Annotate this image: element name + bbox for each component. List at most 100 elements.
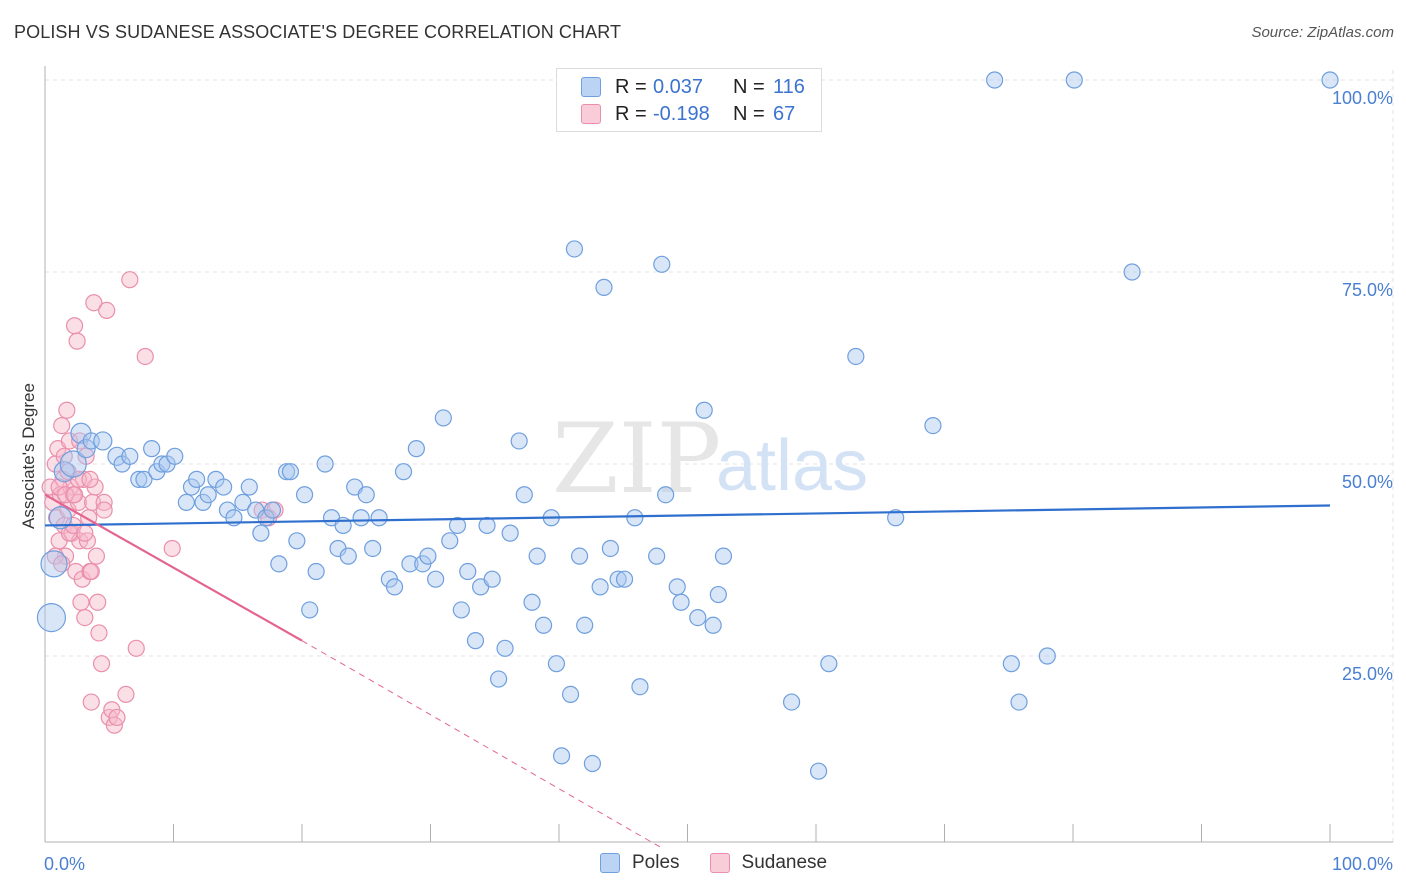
poles-point xyxy=(1321,71,1339,89)
sudanese-point xyxy=(81,470,99,488)
sudanese-point xyxy=(53,555,71,573)
poles-point xyxy=(1065,71,1083,89)
poles-point xyxy=(281,463,300,481)
poles-point xyxy=(986,71,1004,89)
sudanese-trend-line xyxy=(301,640,663,849)
poles-point xyxy=(252,524,270,542)
legend-n-value-sudanese: 67 xyxy=(773,102,796,125)
poles-legend-swatch xyxy=(600,853,620,873)
poles-point xyxy=(668,578,686,596)
poles-point xyxy=(570,547,589,565)
poles-point xyxy=(782,693,801,711)
trend-lines xyxy=(44,493,1331,849)
poles-point xyxy=(820,655,838,673)
y-tick-label: 100.0% xyxy=(1332,88,1393,108)
legend-row-poles: R = 0.037 N = 116 xyxy=(581,74,805,100)
poles-point xyxy=(631,678,649,696)
poles-point xyxy=(689,608,707,627)
poles-point xyxy=(552,747,571,765)
sudanese-point xyxy=(108,708,126,727)
poles-point xyxy=(130,470,148,488)
poles-point xyxy=(270,555,288,573)
poles-point xyxy=(528,547,546,565)
poles-point xyxy=(48,506,73,530)
chart-title: POLISH VS SUDANESE ASSOCIATE'S DEGREE CO… xyxy=(14,22,622,42)
sudanese-point xyxy=(82,562,100,581)
sudanese-point xyxy=(87,547,106,565)
legend-r-value-sudanese: -0.198 xyxy=(653,102,710,125)
poles-point xyxy=(188,470,206,488)
poles-point xyxy=(459,562,477,581)
poles-point xyxy=(501,524,519,542)
poles-point xyxy=(441,532,459,550)
sudanese-point xyxy=(53,417,71,435)
series-legend: Poles Sudanese xyxy=(600,852,857,874)
poles-point xyxy=(483,570,501,588)
sudanese-point xyxy=(163,539,181,558)
poles-point xyxy=(1010,693,1028,711)
sudanese-point xyxy=(117,685,135,704)
sudanese-point xyxy=(58,401,76,419)
y-tick-label: 25.0% xyxy=(1342,664,1393,684)
poles-point xyxy=(561,685,580,704)
poles-point xyxy=(419,547,437,565)
poles-point xyxy=(609,570,627,588)
legend-item-poles[interactable]: Poles xyxy=(600,852,680,874)
watermark-atlas: atlas xyxy=(716,426,868,506)
sudanese-point xyxy=(65,317,84,335)
poles-point xyxy=(394,463,413,481)
poles-point xyxy=(714,547,733,565)
x-tick-label-min: 0.0% xyxy=(44,854,85,874)
poles-point xyxy=(288,532,306,550)
poles-point xyxy=(370,509,388,527)
poles-point xyxy=(515,486,533,504)
y-tick-labels: 100.0% 75.0% 50.0% 25.0% xyxy=(1332,88,1393,684)
poles-point xyxy=(234,493,252,511)
poles-point xyxy=(648,547,666,565)
poles-point xyxy=(496,639,514,657)
poles-point xyxy=(887,509,905,527)
poles-point xyxy=(626,509,644,527)
poles-point xyxy=(177,493,195,511)
poles-point xyxy=(36,602,67,633)
poles-point xyxy=(166,447,184,465)
poles-point xyxy=(352,509,370,527)
poles-point xyxy=(704,616,722,634)
series-poles xyxy=(36,71,1339,780)
sudanese-point xyxy=(72,593,90,611)
poles-point xyxy=(615,570,634,588)
legend-r-label: R = xyxy=(615,75,647,98)
poles-point xyxy=(657,486,675,504)
legend-n-value-poles: 116 xyxy=(773,75,805,98)
poles-point xyxy=(523,593,541,611)
sudanese-point xyxy=(76,524,94,542)
poles-point xyxy=(466,632,485,650)
watermark-zip: ZIP xyxy=(552,403,721,515)
poles-point xyxy=(924,417,942,435)
sudanese-point xyxy=(68,332,86,350)
poles-point xyxy=(316,455,334,473)
poles-point xyxy=(490,670,508,688)
poles-point xyxy=(240,478,258,496)
poles-point xyxy=(1038,647,1056,665)
sudanese-legend-swatch xyxy=(709,853,730,873)
legend-item-sudanese[interactable]: Sudanese xyxy=(709,852,827,874)
poles-point xyxy=(583,754,602,773)
poles-point xyxy=(385,578,404,596)
sudanese-swatch xyxy=(581,104,601,124)
legend-row-sudanese: R = -0.198 N = 67 xyxy=(581,101,795,127)
poles-point xyxy=(448,516,467,535)
stats-legend: R = 0.037 N = 116 R = -0.198 N = 67 xyxy=(556,68,822,132)
sudanese-point xyxy=(121,271,139,289)
poles-point xyxy=(59,450,87,478)
poles-point xyxy=(357,486,375,504)
poles-point xyxy=(295,486,314,504)
sudanese-point xyxy=(95,501,113,519)
y-axis-label: Associate's Degree xyxy=(19,383,38,529)
sudanese-point xyxy=(76,608,94,627)
poles-point xyxy=(695,401,713,419)
poles-point xyxy=(153,455,171,473)
y-tick-label: 75.0% xyxy=(1342,280,1393,300)
sudanese-point xyxy=(82,693,100,711)
